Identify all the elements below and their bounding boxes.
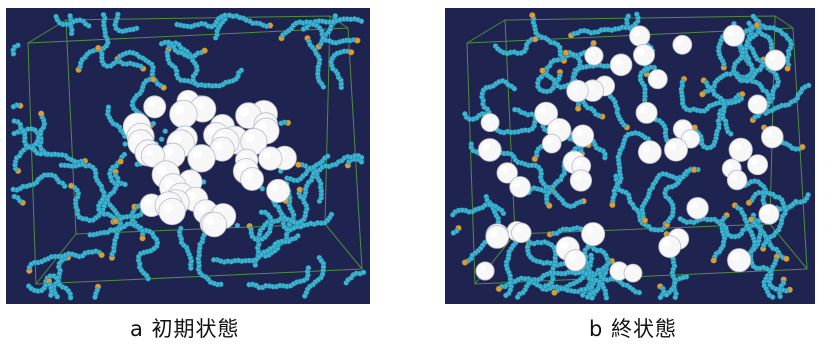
- simulation-panel-initial: [6, 8, 370, 304]
- large-particles: [475, 24, 787, 283]
- simulation-render-final: [450, 11, 812, 301]
- simulation-panel-final: [445, 8, 815, 304]
- caption-initial-state: a 初期状態: [130, 317, 240, 341]
- caption-final-state: b 終状態: [589, 317, 678, 341]
- polymer-chains: [450, 11, 812, 301]
- large-particles: [122, 89, 297, 238]
- simulation-render-initial: [10, 11, 367, 301]
